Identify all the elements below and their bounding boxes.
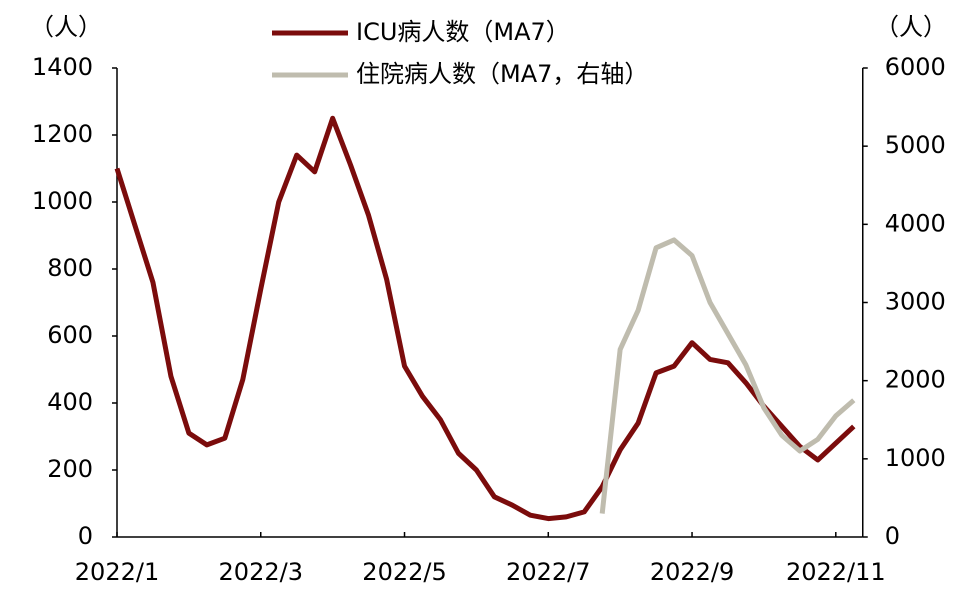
legend-label: 住院病人数（MA7，右轴）	[356, 60, 648, 88]
y-axis-unit: （人）	[30, 13, 102, 41]
y2-tick-label: 3000	[885, 288, 946, 316]
y-tick-label: 400	[47, 388, 93, 416]
y-tick-label: 600	[47, 321, 93, 349]
y-tick-label: 800	[47, 254, 93, 282]
x-tick-label: 2022/9	[650, 558, 734, 586]
y2-tick-label: 6000	[885, 53, 946, 81]
line-series	[599, 237, 856, 514]
x-tick-label: 2022/7	[506, 558, 590, 586]
x-tick-label: 2022/3	[219, 558, 303, 586]
x-tick-label: 2022/11	[786, 558, 886, 586]
y2-tick-label: 4000	[885, 209, 946, 237]
x-tick-label: 2022/5	[362, 558, 446, 586]
y-tick-label: 200	[47, 455, 93, 483]
y2-tick-label: 2000	[885, 366, 946, 394]
y2-tick-label: 0	[885, 522, 900, 550]
y2-axis-unit: （人）	[875, 13, 947, 41]
y-tick-label: 0	[78, 522, 93, 550]
y-tick-label: 1200	[32, 120, 93, 148]
x-tick-label: 2022/1	[75, 558, 159, 586]
legend-label: ICU病人数（MA7）	[356, 18, 570, 46]
line-series	[114, 115, 856, 522]
y2-tick-label: 1000	[885, 444, 946, 472]
y-tick-label: 1000	[32, 187, 93, 215]
y-tick-label: 1400	[32, 53, 93, 81]
y2-tick-label: 5000	[885, 131, 946, 159]
